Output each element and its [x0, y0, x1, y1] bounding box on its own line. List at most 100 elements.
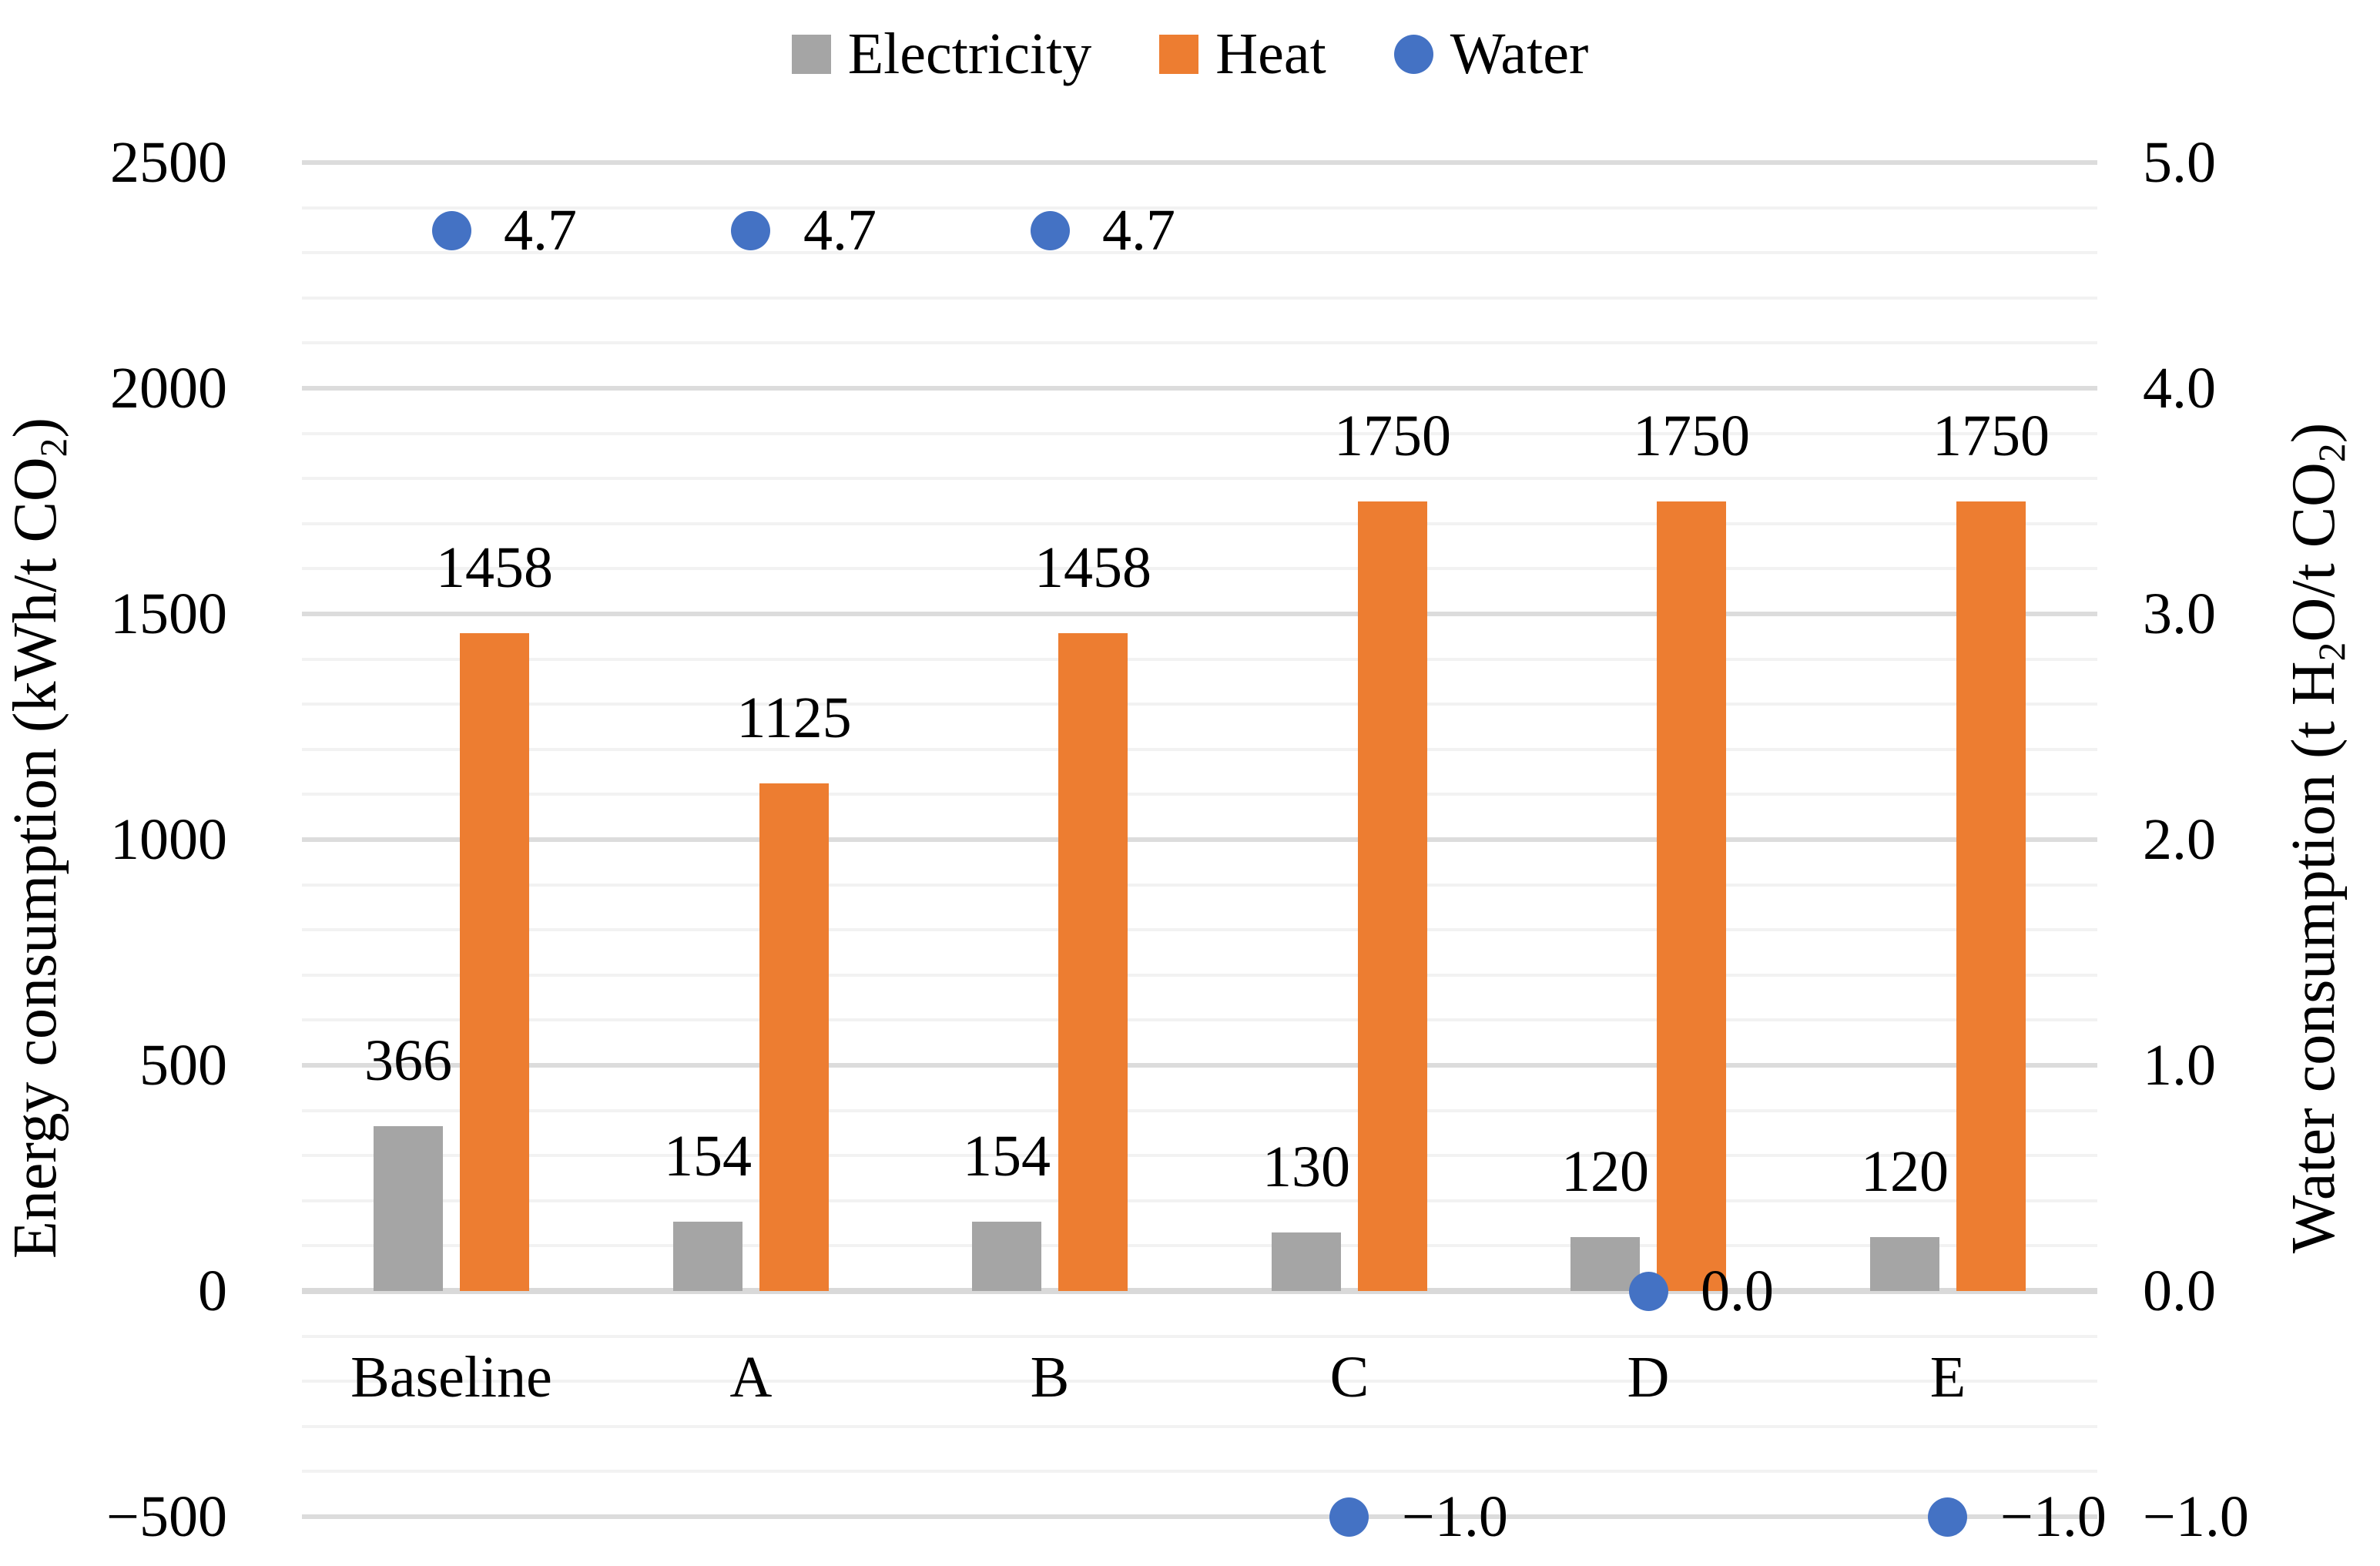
zero-axis-line	[302, 1288, 2097, 1294]
axis-title-subscript: 2	[32, 438, 75, 458]
gridline-minor	[302, 206, 2097, 210]
left-tick--500: −500	[106, 1484, 227, 1549]
gridline-minor	[302, 1425, 2097, 1428]
gridline-minor	[302, 432, 2097, 435]
gridline-minor	[302, 1244, 2097, 1247]
bar-label-heat-c: 1750	[1334, 404, 1451, 468]
gridline-major	[302, 160, 2097, 165]
gridline-minor	[302, 1335, 2097, 1338]
x-label-baseline: Baseline	[350, 1345, 552, 1410]
legend: Electricity Heat Water	[0, 14, 2380, 94]
bar-electricity-b	[972, 1222, 1041, 1291]
legend-square-electricity-icon	[791, 34, 831, 74]
axis-title-text: )	[2, 417, 70, 438]
left-tick-2500: 2500	[110, 130, 227, 195]
right-tick-1-0: 1.0	[2143, 1033, 2216, 1098]
water-label-baseline: 4.7	[504, 198, 577, 263]
legend-item-electricity: Electricity	[791, 22, 1091, 86]
gridline-minor	[302, 1154, 2097, 1157]
gridline-minor	[302, 884, 2097, 887]
left-tick-1000: 1000	[110, 807, 227, 872]
axis-title-text: )	[2280, 422, 2348, 444]
gridline-minor	[302, 793, 2097, 796]
bar-heat-c	[1358, 501, 1427, 1291]
axis-title-text: Water consumption (t H	[2280, 661, 2348, 1254]
right-axis-title: Water consumption (t H2O/t CO2)	[2280, 422, 2365, 1254]
axis-title-subscript: 2	[2310, 443, 2353, 463]
water-dot-e	[1928, 1497, 1967, 1537]
axis-title-text: O/t CO	[2280, 462, 2348, 642]
legend-square-heat-icon	[1159, 34, 1199, 74]
left-tick-1500: 1500	[110, 582, 227, 646]
gridline-minor	[302, 658, 2097, 661]
gridline-minor	[302, 1199, 2097, 1202]
gridline-minor	[302, 703, 2097, 706]
right-tick-0-0: 0.0	[2143, 1259, 2216, 1323]
bar-label-heat-a: 1125	[736, 686, 852, 750]
left-tick-500: 500	[139, 1033, 227, 1098]
x-label-c: C	[1329, 1345, 1369, 1410]
water-label-d: 0.0	[1701, 1259, 1774, 1323]
bar-label-heat-d: 1750	[1633, 404, 1750, 468]
bar-heat-baseline	[460, 633, 529, 1291]
axis-title-text: Energy consumption (kWh/t CO	[2, 457, 70, 1259]
gridline-minor	[302, 297, 2097, 300]
legend-item-heat: Heat	[1159, 22, 1326, 86]
bar-heat-d	[1657, 501, 1726, 1291]
water-label-a: 4.7	[803, 198, 877, 263]
bar-label-electricity-e: 120	[1861, 1139, 1949, 1204]
gridline-major	[302, 612, 2097, 616]
right-tick--1-0: −1.0	[2143, 1484, 2249, 1549]
right-tick-3-0: 3.0	[2143, 582, 2216, 646]
x-label-d: D	[1627, 1345, 1670, 1410]
bar-label-heat-e: 1750	[1932, 404, 2050, 468]
left-axis-title: Energy consumption (kWh/t CO2)	[2, 417, 87, 1259]
water-dot-b	[1031, 211, 1070, 250]
legend-label-heat: Heat	[1215, 22, 1326, 86]
left-tick-0: 0	[198, 1259, 227, 1323]
gridline-major	[302, 1514, 2097, 1519]
gridline-minor	[302, 928, 2097, 931]
bar-label-electricity-d: 120	[1561, 1139, 1649, 1204]
gridline-major	[302, 386, 2097, 391]
gridline-minor	[302, 1470, 2097, 1473]
gridline-minor	[302, 1380, 2097, 1383]
gridline-major	[302, 837, 2097, 842]
gridline-minor	[302, 477, 2097, 480]
bar-label-electricity-baseline: 366	[364, 1028, 452, 1093]
gridline-major	[302, 1063, 2097, 1068]
x-label-a: A	[729, 1345, 773, 1410]
water-dot-c	[1329, 1497, 1369, 1537]
water-dot-a	[731, 211, 770, 250]
water-label-e: −1.0	[2000, 1484, 2107, 1549]
right-tick-5-0: 5.0	[2143, 130, 2216, 195]
bar-label-heat-baseline: 1458	[436, 535, 553, 600]
bar-label-electricity-a: 154	[664, 1124, 752, 1189]
gridline-minor	[302, 522, 2097, 525]
bar-electricity-e	[1870, 1237, 1939, 1291]
water-dot-baseline	[432, 211, 471, 250]
legend-label-water: Water	[1450, 22, 1589, 86]
gridline-minor	[302, 567, 2097, 570]
bar-electricity-c	[1272, 1232, 1341, 1291]
bar-electricity-a	[673, 1222, 742, 1291]
x-label-b: B	[1030, 1345, 1070, 1410]
bar-heat-a	[759, 783, 829, 1291]
bar-electricity-d	[1570, 1237, 1640, 1291]
legend-circle-water-icon	[1393, 34, 1433, 74]
gridline-minor	[302, 1018, 2097, 1021]
axis-title-subscript: 2	[2310, 642, 2353, 662]
water-dot-d	[1629, 1272, 1668, 1311]
bar-label-electricity-c: 130	[1262, 1135, 1350, 1199]
bar-heat-b	[1058, 633, 1128, 1291]
water-label-c: −1.0	[1402, 1484, 1508, 1549]
right-tick-2-0: 2.0	[2143, 807, 2216, 872]
gridline-minor	[302, 748, 2097, 751]
bar-label-electricity-b: 154	[963, 1124, 1051, 1189]
bar-heat-e	[1956, 501, 2026, 1291]
left-tick-2000: 2000	[110, 356, 227, 421]
gridline-minor	[302, 1109, 2097, 1112]
bar-label-heat-b: 1458	[1034, 535, 1151, 600]
gridline-minor	[302, 251, 2097, 254]
